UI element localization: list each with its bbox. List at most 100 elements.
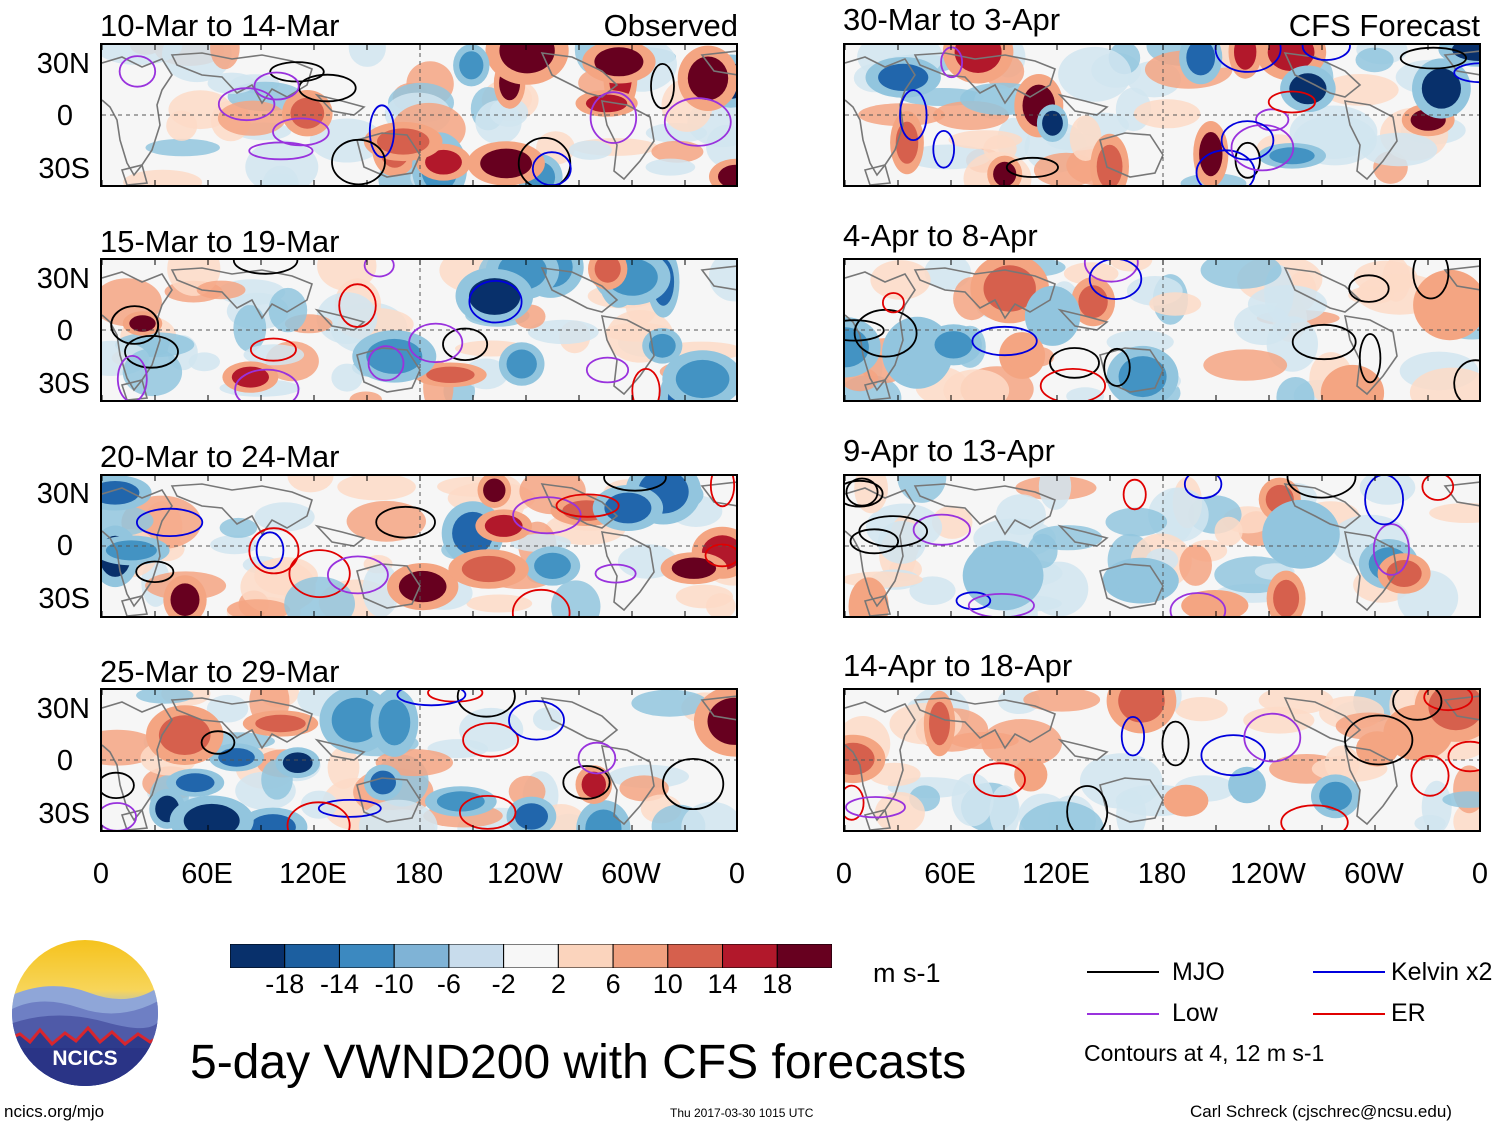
wave-contour: [1286, 476, 1357, 499]
wave-contour: [650, 62, 675, 110]
wave-contour: [940, 46, 963, 79]
colorbar-swatch-4: [448, 943, 505, 969]
anomaly-core: [993, 161, 1017, 185]
anomaly-core: [468, 278, 521, 315]
coastline-2: [356, 132, 421, 178]
right-xtick-3: 180: [1137, 858, 1187, 890]
anomaly-core: [425, 149, 462, 175]
coastline-2: [356, 347, 421, 393]
anomaly-blob: [651, 140, 704, 163]
anomaly-blob: [1442, 791, 1479, 808]
anomaly-blob: [981, 719, 1062, 768]
anomaly-core: [581, 771, 606, 798]
coastline-1: [170, 483, 313, 536]
logo-text: NCICS: [52, 1047, 117, 1070]
wave-contour: [1364, 476, 1404, 526]
wave-contour: [663, 97, 732, 147]
legend-line-low: [1087, 1013, 1159, 1015]
anomaly-blob: [300, 790, 338, 819]
anomaly-blob: [854, 476, 888, 514]
wave-contour: [585, 356, 630, 384]
anomaly-blob: [122, 348, 183, 397]
anomaly-core: [1118, 690, 1165, 723]
wave-contour: [531, 151, 572, 185]
wave-contour: [1410, 754, 1450, 797]
legend-line-mjo: [1087, 971, 1159, 973]
right-xtick-1: 60E: [924, 858, 976, 890]
anomaly-core: [934, 331, 973, 359]
anomaly-core: [1170, 790, 1201, 812]
anomaly-core: [1331, 374, 1374, 400]
coastline-4: [540, 52, 619, 98]
map-panel-obs-3: [100, 474, 738, 618]
wave-contour: [456, 690, 516, 718]
anomaly-blob: [1105, 507, 1168, 537]
chart-title: 5-day VWND200 with CFS forecasts: [190, 1036, 967, 1089]
colorbar-swatch-0: [229, 943, 286, 969]
coastline-7: [120, 595, 149, 616]
legend-line-er: [1313, 1013, 1385, 1015]
wave-contour: [1344, 714, 1414, 766]
anomaly-core: [398, 570, 447, 603]
contour-legend: MJO Kelvin x2 Low ER: [1087, 959, 1507, 1039]
coastline-3: [1057, 738, 1109, 761]
anomaly-blob: [1038, 476, 1072, 510]
anomaly-core: [594, 260, 621, 283]
footer-site[interactable]: ncics.org/mjo: [4, 1102, 105, 1121]
anomaly-core: [102, 481, 140, 505]
wave-contour: [255, 531, 285, 570]
map-svg: [102, 260, 736, 400]
coastline-5: [1343, 315, 1398, 396]
anomaly-core: [218, 748, 255, 767]
coastline-0: [845, 487, 916, 608]
anomaly-blob: [1429, 503, 1479, 523]
colorbar-swatch-10: [776, 943, 833, 969]
anomaly-blob: [268, 287, 308, 333]
anomaly-core: [1319, 781, 1352, 811]
anomaly-core: [1192, 595, 1238, 616]
anomaly-core: [687, 56, 729, 101]
wave-contour: [1447, 740, 1479, 773]
wave-contour: [1039, 368, 1106, 400]
wave-contour: [1083, 260, 1139, 283]
anomaly-blob: [358, 799, 438, 830]
ytick-0-3: 0: [56, 530, 73, 562]
wave-contour: [555, 493, 620, 518]
wave-contour: [459, 795, 517, 830]
anomaly-blob: [1421, 780, 1452, 830]
logo-graphic: NCICS: [12, 940, 158, 1086]
anomaly-blob: [983, 135, 1017, 163]
anomaly-blob: [287, 476, 334, 493]
coastline-4: [1283, 483, 1362, 529]
wave-contour: [1392, 690, 1443, 721]
coastline-7: [120, 379, 149, 400]
wave-contour: [124, 335, 179, 369]
wave-contour: [1005, 156, 1059, 178]
anomaly-blob: [188, 352, 220, 372]
footer-author[interactable]: Carl Schreck (cjschrec@ncsu.edu): [1190, 1102, 1452, 1121]
colorbar-label-9: 18: [762, 969, 793, 999]
coastline-7: [863, 379, 892, 400]
coastline-2: [1099, 777, 1164, 823]
colorbar-swatch-8: [667, 943, 724, 969]
coastline-6: [1443, 481, 1479, 507]
anomaly-blob: [1109, 260, 1153, 272]
anomaly-core: [484, 514, 523, 537]
anomaly-blob: [145, 138, 220, 157]
anomaly-core: [282, 752, 313, 773]
wave-contour: [577, 741, 617, 775]
anomaly-core: [1186, 45, 1216, 76]
anomaly-core: [506, 349, 537, 379]
coastline-2: [356, 563, 421, 609]
coastline-7: [120, 164, 149, 185]
anomaly-core: [183, 803, 240, 830]
anomaly-blob: [1023, 690, 1101, 712]
coastline-6: [700, 695, 736, 721]
wave-contour: [849, 528, 899, 555]
left-xtick-2: 120E: [279, 858, 347, 890]
anomaly-blob: [951, 773, 994, 827]
anomaly-blob: [1200, 260, 1282, 289]
wave-contour: [1049, 347, 1100, 379]
right-xtick-5: 60W: [1344, 858, 1404, 890]
wave-contour: [249, 337, 297, 362]
